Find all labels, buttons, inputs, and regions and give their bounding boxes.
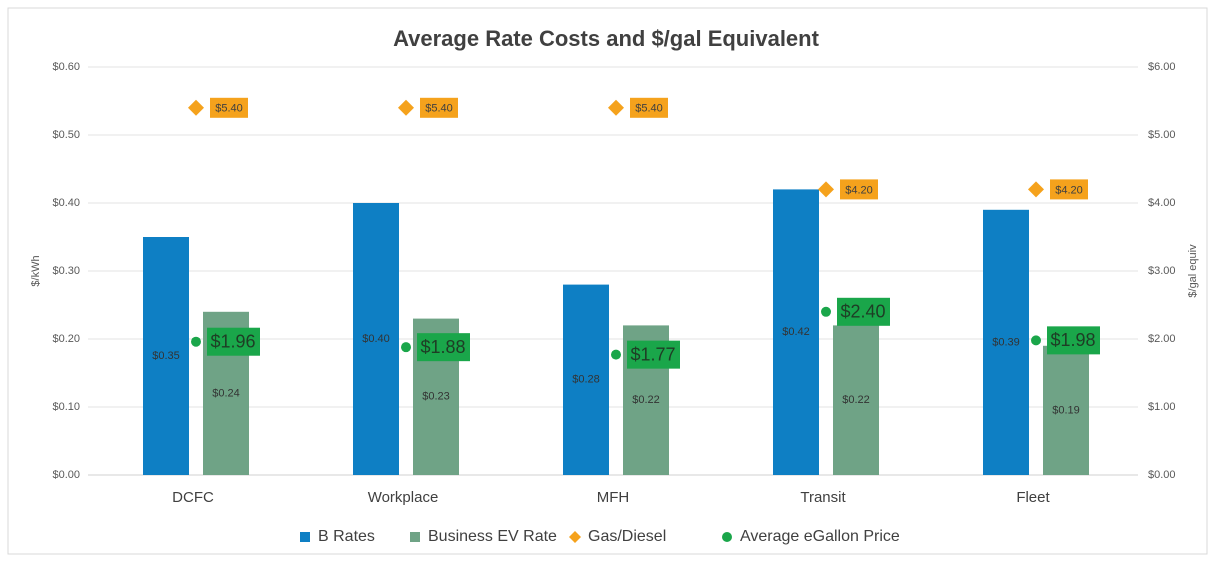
- y2-tick-label: $0.00: [1148, 469, 1176, 481]
- bar-value-label: $0.23: [422, 391, 450, 403]
- y-tick-label: $0.40: [52, 197, 80, 209]
- y2-tick-label: $5.00: [1148, 129, 1176, 141]
- y-tick-label: $0.00: [52, 469, 80, 481]
- diamond-value-label: $5.40: [215, 103, 243, 115]
- bar: [833, 325, 879, 475]
- x-tick-label: MFH: [597, 489, 630, 506]
- y2-tick-label: $2.00: [1148, 333, 1176, 345]
- legend-swatch: [300, 532, 310, 542]
- dot-value-label: $1.88: [420, 337, 465, 357]
- x-tick-label: DCFC: [172, 489, 214, 506]
- bar: [773, 189, 819, 475]
- label-bg: [840, 179, 878, 200]
- dot-value-label: $1.77: [630, 344, 675, 364]
- bar-value-label: $0.39: [992, 336, 1020, 348]
- legend-label: Business EV Rate: [428, 528, 557, 545]
- dot-marker: [191, 336, 201, 347]
- bar: [563, 284, 609, 475]
- label-bg: [630, 97, 668, 118]
- label-bg: [1047, 326, 1100, 355]
- dot-marker: [1031, 335, 1041, 346]
- x-tick-label: Fleet: [1016, 489, 1050, 506]
- diamond-marker: [1028, 181, 1044, 198]
- label-bg: [207, 327, 260, 356]
- bar-value-label: $0.24: [212, 387, 240, 399]
- bar: [983, 209, 1029, 476]
- y-tick-label: $0.10: [52, 401, 80, 413]
- label-bg: [420, 97, 458, 118]
- bar-value-label: $0.35: [152, 350, 180, 362]
- bar-value-label: $0.22: [842, 394, 870, 406]
- chart-title: Average Rate Costs and $/gal Equivalent: [393, 26, 820, 51]
- y2-tick-label: $1.00: [1148, 401, 1176, 413]
- bar-value-label: $0.28: [572, 374, 600, 386]
- y2-tick-label: $4.00: [1148, 197, 1176, 209]
- label-bg: [210, 97, 248, 118]
- diamond-value-label: $4.20: [845, 184, 873, 196]
- bar-value-label: $0.22: [632, 394, 660, 406]
- diamond-value-label: $4.20: [1055, 184, 1083, 196]
- diamond-marker: [398, 99, 414, 116]
- label-bg: [417, 333, 470, 362]
- y-axis-title: $/kWh: [30, 255, 42, 286]
- y-tick-label: $0.30: [52, 265, 80, 277]
- bar: [143, 237, 189, 475]
- bar: [1043, 345, 1089, 475]
- legend-swatch: [569, 531, 581, 543]
- diamond-value-label: $5.40: [635, 103, 663, 115]
- diamond-value-label: $5.40: [425, 103, 453, 115]
- legend-label: B Rates: [318, 528, 375, 545]
- dot-marker: [821, 306, 831, 317]
- legend-label: Average eGallon Price: [740, 528, 900, 545]
- label-bg: [837, 297, 890, 326]
- bar: [353, 203, 399, 475]
- diamond-marker: [818, 181, 834, 198]
- x-tick-label: Transit: [800, 489, 846, 506]
- legend-swatch: [722, 532, 732, 542]
- dot-marker: [611, 349, 621, 360]
- y-tick-label: $0.50: [52, 129, 80, 141]
- y-tick-label: $0.20: [52, 333, 80, 345]
- bar-value-label: $0.40: [362, 333, 390, 345]
- legend-label: Gas/Diesel: [588, 528, 666, 545]
- y2-tick-label: $3.00: [1148, 265, 1176, 277]
- y2-axis-title: $/gal equiv: [1187, 244, 1199, 298]
- bar-value-label: $0.42: [782, 326, 810, 338]
- dot-marker: [401, 342, 411, 353]
- legend-swatch: [410, 532, 420, 542]
- dot-value-label: $1.96: [210, 331, 255, 351]
- x-tick-label: Workplace: [368, 489, 439, 506]
- label-bg: [1050, 179, 1088, 200]
- diamond-marker: [608, 99, 624, 116]
- y2-tick-label: $6.00: [1148, 61, 1176, 73]
- diamond-marker: [188, 99, 204, 116]
- label-bg: [627, 340, 680, 369]
- dot-value-label: $1.98: [1050, 330, 1095, 350]
- y-tick-label: $0.60: [52, 61, 80, 73]
- dot-value-label: $2.40: [840, 302, 885, 322]
- bar-value-label: $0.19: [1052, 404, 1080, 416]
